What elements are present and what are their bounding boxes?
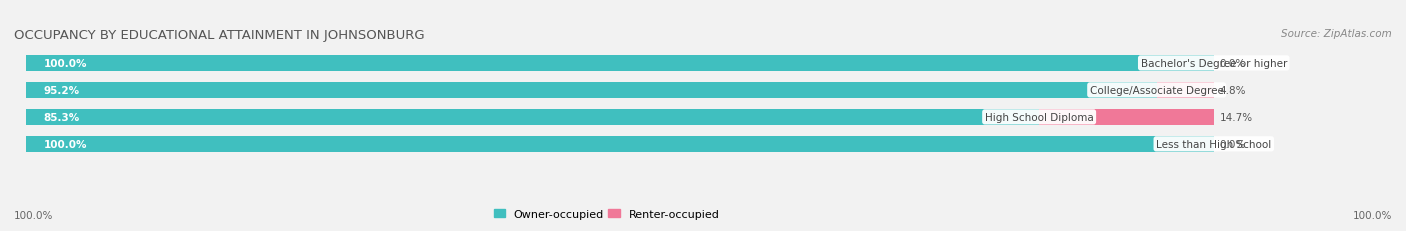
Bar — [25, 55, 1213, 72]
Bar — [25, 82, 1157, 99]
Bar — [25, 136, 1213, 152]
Text: Bachelor's Degree or higher: Bachelor's Degree or higher — [1140, 59, 1286, 69]
Text: 14.7%: 14.7% — [1220, 112, 1253, 122]
Text: 100.0%: 100.0% — [44, 59, 87, 69]
Text: 0.0%: 0.0% — [1220, 139, 1246, 149]
Bar — [25, 55, 1213, 72]
Text: 4.8%: 4.8% — [1220, 85, 1246, 95]
Text: College/Associate Degree: College/Associate Degree — [1090, 85, 1223, 95]
Bar — [25, 136, 1213, 152]
Bar — [25, 82, 1213, 99]
Text: OCCUPANCY BY EDUCATIONAL ATTAINMENT IN JOHNSONBURG: OCCUPANCY BY EDUCATIONAL ATTAINMENT IN J… — [14, 29, 425, 42]
Bar — [1157, 82, 1213, 99]
Text: 100.0%: 100.0% — [44, 139, 87, 149]
Text: Less than High School: Less than High School — [1156, 139, 1271, 149]
Text: 95.2%: 95.2% — [44, 85, 80, 95]
Legend: Owner-occupied, Renter-occupied: Owner-occupied, Renter-occupied — [489, 204, 724, 223]
Text: High School Diploma: High School Diploma — [984, 112, 1094, 122]
Text: 100.0%: 100.0% — [14, 210, 53, 220]
Text: 100.0%: 100.0% — [1353, 210, 1392, 220]
Text: 0.0%: 0.0% — [1220, 59, 1246, 69]
Text: 85.3%: 85.3% — [44, 112, 80, 122]
Bar — [25, 109, 1213, 126]
Bar — [1039, 109, 1213, 126]
Bar — [25, 109, 1039, 126]
Text: Source: ZipAtlas.com: Source: ZipAtlas.com — [1281, 29, 1392, 39]
